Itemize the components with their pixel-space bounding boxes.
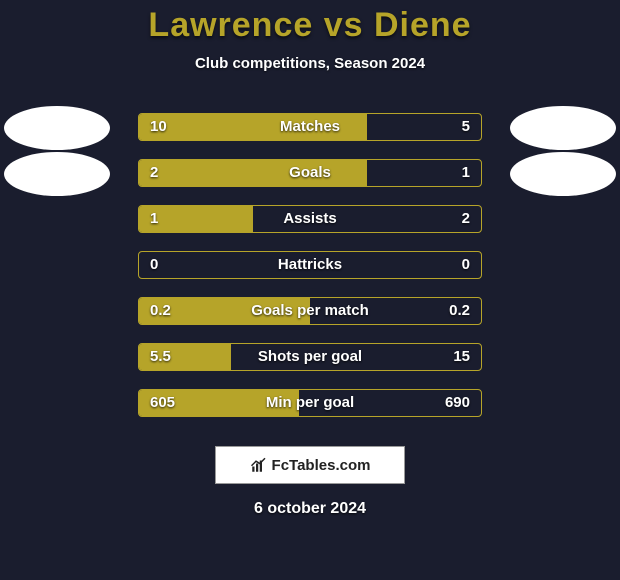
- bar-track: [138, 297, 482, 325]
- bar-track: [138, 159, 482, 187]
- bar-track: [138, 389, 482, 417]
- stat-row: Goals per match0.20.2: [0, 296, 620, 328]
- bar-fill: [139, 206, 253, 232]
- bar-fill: [139, 160, 367, 186]
- bar-track: [138, 113, 482, 141]
- bar-track: [138, 251, 482, 279]
- chart-icon: [250, 456, 268, 474]
- stat-row: Shots per goal5.515: [0, 342, 620, 374]
- bar-fill: [139, 114, 367, 140]
- player-right-avatar: [510, 106, 616, 150]
- bar-fill: [139, 390, 299, 416]
- subtitle: Club competitions, Season 2024: [195, 55, 425, 72]
- player-left-avatar: [4, 106, 110, 150]
- logo-text: FcTables.com: [272, 457, 371, 474]
- page-title: Lawrence vs Diene: [148, 6, 471, 45]
- bar-track: [138, 343, 482, 371]
- date-text: 6 october 2024: [254, 500, 366, 518]
- bar-fill: [139, 298, 310, 324]
- player-right-avatar: [510, 152, 616, 196]
- stat-row: Hattricks00: [0, 250, 620, 282]
- logo-box: FcTables.com: [215, 446, 405, 484]
- player-left-avatar: [4, 152, 110, 196]
- stat-row: Matches105: [0, 112, 620, 144]
- bar-track: [138, 205, 482, 233]
- stats-rows: Matches105 Goals21 Assists12 Hattricks00 Goa…: [0, 112, 620, 434]
- stat-row: Goals21: [0, 158, 620, 190]
- main-container: Lawrence vs Diene Club competitions, Sea…: [0, 0, 620, 580]
- stat-row: Min per goal605690: [0, 388, 620, 420]
- bar-fill: [139, 344, 231, 370]
- stat-row: Assists12: [0, 204, 620, 236]
